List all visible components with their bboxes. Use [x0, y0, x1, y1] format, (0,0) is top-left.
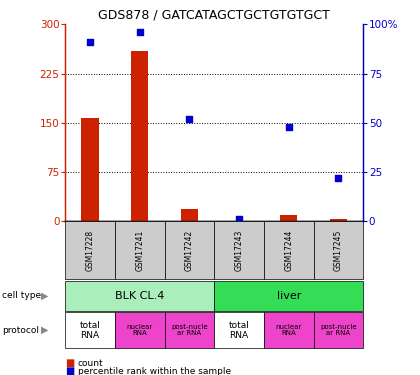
Point [286, 124, 292, 130]
Text: total
RNA: total RNA [228, 321, 249, 339]
Text: ▶: ▶ [41, 291, 49, 301]
Text: GSM17228: GSM17228 [85, 230, 94, 271]
Text: post-nucle
ar RNA: post-nucle ar RNA [320, 324, 357, 336]
Text: GSM17243: GSM17243 [234, 230, 244, 271]
Text: GSM17241: GSM17241 [135, 230, 144, 271]
Text: total
RNA: total RNA [79, 321, 100, 339]
Text: cell type: cell type [2, 291, 41, 300]
Text: protocol: protocol [2, 326, 39, 334]
Bar [131, 51, 148, 221]
Text: liver: liver [276, 291, 301, 301]
Text: ■: ■ [65, 366, 74, 375]
Point [236, 216, 242, 222]
Title: GDS878 / GATCATAGCTGCTGTGTGCT: GDS878 / GATCATAGCTGCTGTGTGCT [98, 9, 330, 22]
Bar [181, 209, 198, 221]
Text: percentile rank within the sample: percentile rank within the sample [78, 367, 231, 375]
Text: nuclear
RNA: nuclear RNA [126, 324, 153, 336]
Text: BLK CL.4: BLK CL.4 [115, 291, 164, 301]
Text: count: count [78, 358, 103, 368]
Bar [280, 214, 297, 221]
Point [136, 29, 143, 35]
Text: nuclear
RNA: nuclear RNA [276, 324, 302, 336]
Text: ■: ■ [65, 358, 74, 368]
Point [87, 39, 93, 45]
Bar [81, 118, 99, 221]
Text: GSM17244: GSM17244 [284, 230, 293, 271]
Bar [230, 220, 248, 221]
Text: GSM17242: GSM17242 [185, 230, 194, 271]
Point [335, 175, 342, 181]
Bar [330, 219, 347, 221]
Point [186, 116, 193, 122]
Text: GSM17245: GSM17245 [334, 230, 343, 271]
Text: ▶: ▶ [41, 325, 49, 335]
Text: post-nucle
ar RNA: post-nucle ar RNA [171, 324, 207, 336]
